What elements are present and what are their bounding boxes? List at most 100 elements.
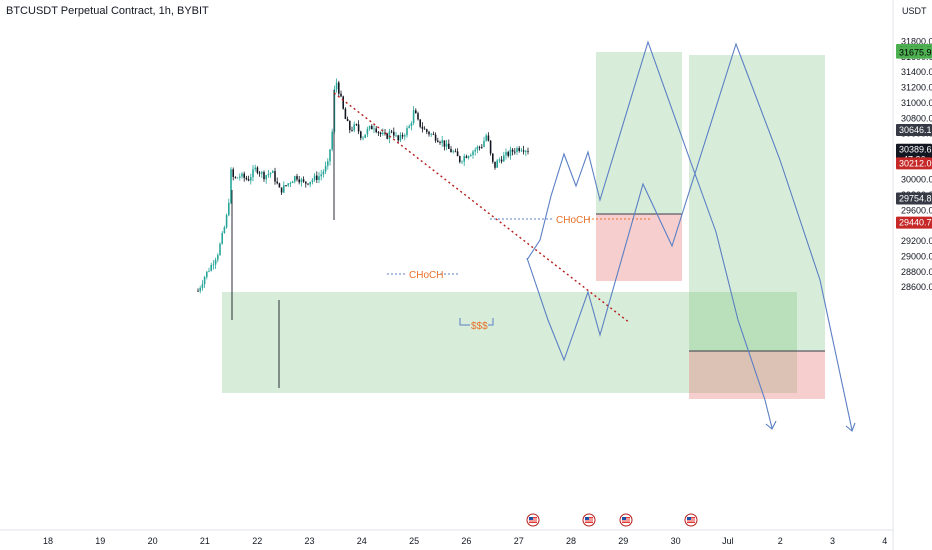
candle-body <box>388 131 391 139</box>
candle-body <box>520 150 523 152</box>
candle-body <box>351 130 353 131</box>
candle-body <box>494 161 496 168</box>
candle-body <box>338 82 340 94</box>
candle-body <box>417 113 419 120</box>
candle-body <box>258 172 261 174</box>
descending-trendline[interactable] <box>333 92 631 324</box>
candle-body <box>371 125 373 130</box>
candle-body <box>522 150 525 152</box>
liquidity-bracket[interactable] <box>459 318 494 326</box>
price-badge: 30212.0 <box>896 157 932 170</box>
candle-body <box>342 96 344 109</box>
x-tick-label: 29 <box>618 536 628 546</box>
projection-path-2[interactable] <box>526 42 853 431</box>
candle-body <box>309 181 311 185</box>
candle-body <box>256 167 259 173</box>
candle-body <box>364 134 366 138</box>
candle-body <box>276 181 278 184</box>
candle-body <box>289 183 292 184</box>
candle-body <box>355 124 358 126</box>
candle-body <box>386 133 388 139</box>
svg-text:29440.7: 29440.7 <box>899 218 932 228</box>
candle-body <box>379 132 382 135</box>
candle-body <box>316 175 318 180</box>
candle-body <box>450 148 452 153</box>
x-tick-label: 20 <box>148 536 158 546</box>
candle-body <box>478 146 481 148</box>
candle-body <box>393 131 395 136</box>
candle-body <box>397 135 399 141</box>
candle-body <box>432 133 435 135</box>
candle-body <box>492 153 494 162</box>
candle-body <box>346 118 349 122</box>
projection-path-1[interactable] <box>526 40 773 429</box>
candle-body <box>441 140 443 143</box>
y-tick-label: 29000.0 <box>901 251 932 261</box>
candle-body <box>311 179 314 182</box>
candle-body <box>243 173 245 178</box>
candle-body <box>322 171 325 175</box>
us-flag-icon[interactable] <box>619 513 633 527</box>
candle-body <box>377 131 380 133</box>
price-badges: 31688.531675.930646.130389.647:3630212.0… <box>896 44 932 229</box>
candle-body <box>360 131 362 139</box>
candle-body <box>206 271 208 278</box>
candle-body <box>199 287 201 292</box>
candle-body <box>408 126 410 129</box>
currency-label: USDT <box>902 6 927 16</box>
x-axis-ticks: 18 19 20 21 22 23 24 25 26 27 28 29 30 Jul 2 3 4 <box>43 536 887 546</box>
choch-label-upper: CHoCH <box>556 215 590 226</box>
candle-body <box>500 159 503 162</box>
candle-body <box>252 169 254 178</box>
candle-body <box>426 129 428 132</box>
candle-body <box>421 126 424 129</box>
candle-body <box>384 132 386 134</box>
price-badge: 29754.8 <box>896 192 932 205</box>
candle-body <box>412 110 415 124</box>
target-zone-2 <box>689 55 825 351</box>
candle-body <box>230 169 232 204</box>
candle-body <box>197 290 199 292</box>
target-zone-1 <box>596 52 682 214</box>
y-tick-label: 28600.0 <box>901 282 932 292</box>
candle-body <box>353 124 355 131</box>
candle-body <box>454 151 457 153</box>
x-tick-label: 18 <box>43 536 53 546</box>
us-flag-icon[interactable] <box>582 513 596 527</box>
candle-body <box>232 169 234 177</box>
candle-body <box>265 175 267 180</box>
candle-body <box>437 140 439 143</box>
candle-body <box>327 161 329 166</box>
candle-body <box>516 148 518 152</box>
candle-body <box>300 179 303 183</box>
x-tick-label: 28 <box>566 536 576 546</box>
candle-body <box>285 185 287 187</box>
candle-body <box>463 156 465 162</box>
candle-body <box>245 177 248 180</box>
candle-body <box>503 155 505 162</box>
stop-zone-1 <box>596 214 682 281</box>
candle-body <box>269 172 272 175</box>
price-badge: 30646.1 <box>896 124 932 137</box>
candle-body <box>459 156 461 162</box>
x-tick-label: 23 <box>304 536 314 546</box>
x-tick-label: Jul <box>722 536 734 546</box>
candle-body <box>239 176 241 178</box>
candle-body <box>485 135 487 141</box>
x-tick-label: 27 <box>514 536 524 546</box>
choch-label-lower: CHoCH <box>409 270 443 281</box>
candle-body <box>406 128 408 136</box>
candle-body <box>247 179 250 181</box>
svg-text:30646.1: 30646.1 <box>899 125 932 135</box>
candle-body <box>267 174 270 176</box>
candle-body <box>456 151 459 157</box>
candle-body <box>434 134 437 141</box>
us-flag-icon[interactable] <box>684 513 698 527</box>
candle-body <box>487 135 490 141</box>
x-tick-label: 24 <box>357 536 367 546</box>
candle-body <box>283 185 285 193</box>
svg-text:30389.6: 30389.6 <box>899 145 932 155</box>
us-flag-icon[interactable] <box>526 513 540 527</box>
price-badge: 29440.7 <box>896 216 932 229</box>
